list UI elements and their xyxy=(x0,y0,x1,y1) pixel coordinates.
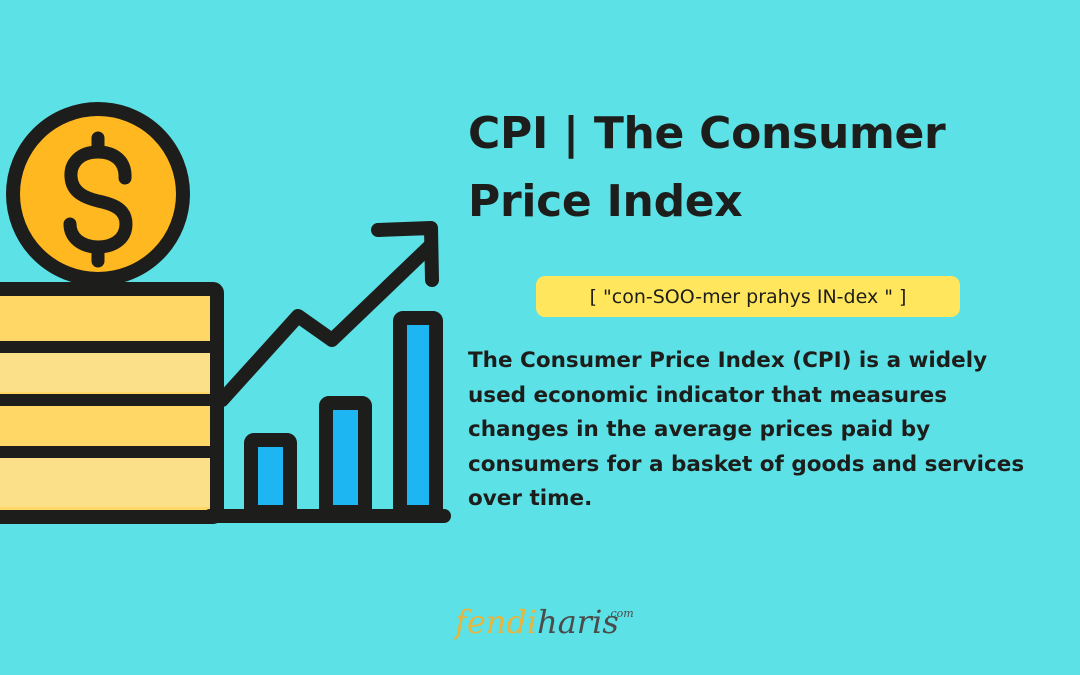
page-title: CPI | The Consumer Price Index xyxy=(468,108,946,227)
coin-stack xyxy=(0,282,224,524)
bar-small xyxy=(244,433,297,519)
pronunciation-badge: [ "con-SOO-mer prahys IN-dex " ] xyxy=(536,276,960,317)
bar-large xyxy=(393,311,443,519)
brand-logo: fendiharis .com xyxy=(455,602,634,642)
trend-arrow-icon xyxy=(215,221,439,407)
bar-medium xyxy=(319,396,372,519)
logo-part-1: fendi xyxy=(455,603,538,641)
definition-text: The Consumer Price Index (CPI) is a wide… xyxy=(468,348,1025,511)
dollar-coin-icon xyxy=(6,102,190,286)
cpi-illustration xyxy=(0,102,451,524)
logo-part-2: haris xyxy=(537,603,619,641)
logo-tld: .com xyxy=(607,607,634,620)
